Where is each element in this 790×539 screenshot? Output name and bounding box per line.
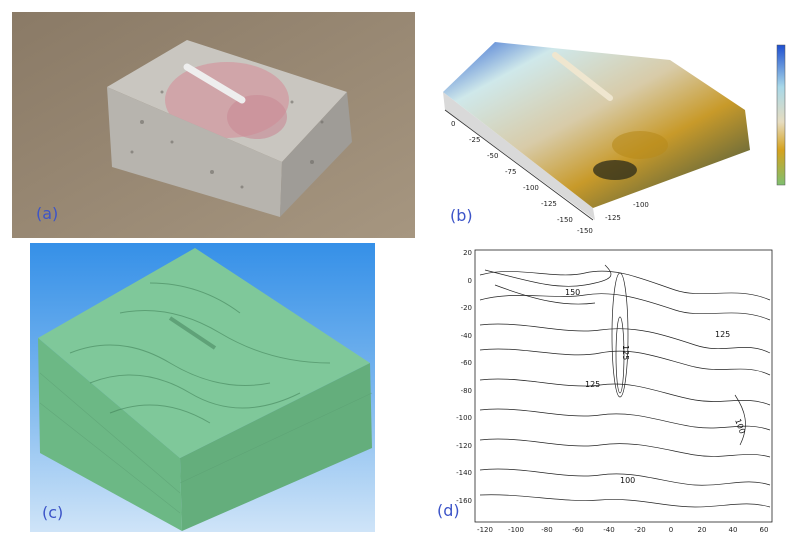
panel-b-axis-ticks: 0 -25 -50 -75 -100 -125 -150 -150 -125 -…: [451, 120, 649, 235]
contour-label-125b: 125: [585, 380, 600, 389]
b-tick-x-2: -100: [633, 201, 649, 209]
d-ytick-7: -120: [456, 442, 472, 450]
d-ytick-6: -100: [456, 414, 472, 422]
d-ytick-5: -80: [461, 387, 472, 395]
colorbar: [776, 44, 786, 186]
b-tick-y-2: -50: [487, 152, 498, 160]
d-ytick-3: -40: [461, 332, 472, 340]
b-tick-y-4: -100: [523, 184, 539, 192]
d-xtick-7: 20: [698, 526, 707, 534]
d-ytick-0: 20: [463, 249, 472, 257]
panel-b-label: (b): [450, 206, 473, 225]
d-xtick-3: -60: [572, 526, 583, 534]
contour-plot: 150 125 125 125 100 100 20 0 -20 -40 -60…: [456, 249, 773, 534]
panel-d-label: (d): [437, 501, 460, 520]
panel-b-3d-surface: 0 -25 -50 -75 -100 -125 -150 -150 -125 -…: [425, 30, 790, 240]
d-xtick-1: -100: [508, 526, 524, 534]
contour-label-125c: 125: [715, 330, 730, 339]
b-tick-x-1: -125: [605, 214, 621, 222]
panel-a-photo: (a): [12, 12, 415, 238]
d-xtick-2: -80: [541, 526, 552, 534]
b-tick-y-5: -125: [541, 200, 557, 208]
d-ytick-4: -60: [461, 359, 472, 367]
d-ytick-9: -160: [456, 497, 472, 505]
b-tick-y-0: 0: [451, 120, 455, 128]
d-xtick-0: -120: [477, 526, 493, 534]
panel-d-contour-plot: 150 125 125 125 100 100 20 0 -20 -40 -60…: [435, 245, 785, 535]
b-tick-y-3: -75: [505, 168, 516, 176]
b-tick-y-1: -25: [469, 136, 480, 144]
contour-label-150: 150: [565, 288, 580, 297]
d-ytick-8: -140: [456, 469, 472, 477]
contour-lines: [479, 264, 771, 508]
d-xtick-6: 0: [669, 526, 673, 534]
panel-c-label: (c): [42, 503, 64, 522]
b-tick-y-6: -150: [557, 216, 573, 224]
d-xtick-4: -40: [603, 526, 614, 534]
concrete-block-photo: [12, 12, 415, 238]
d-xtick-5: -20: [634, 526, 645, 534]
contour-label-125a: 125: [621, 345, 630, 360]
d-xtick-8: 40: [729, 526, 738, 534]
surface-plot: [443, 42, 786, 221]
b-tick-x-0: -150: [577, 227, 593, 235]
contour-label-100b: 100: [620, 476, 635, 485]
green-mesh-render: [30, 243, 375, 532]
panel-a-label: (a): [36, 204, 59, 223]
d-ytick-2: -20: [461, 304, 472, 312]
d-ytick-1: 0: [468, 277, 472, 285]
panel-c-3d-scan: (c): [30, 243, 375, 532]
d-xtick-9: 60: [760, 526, 769, 534]
